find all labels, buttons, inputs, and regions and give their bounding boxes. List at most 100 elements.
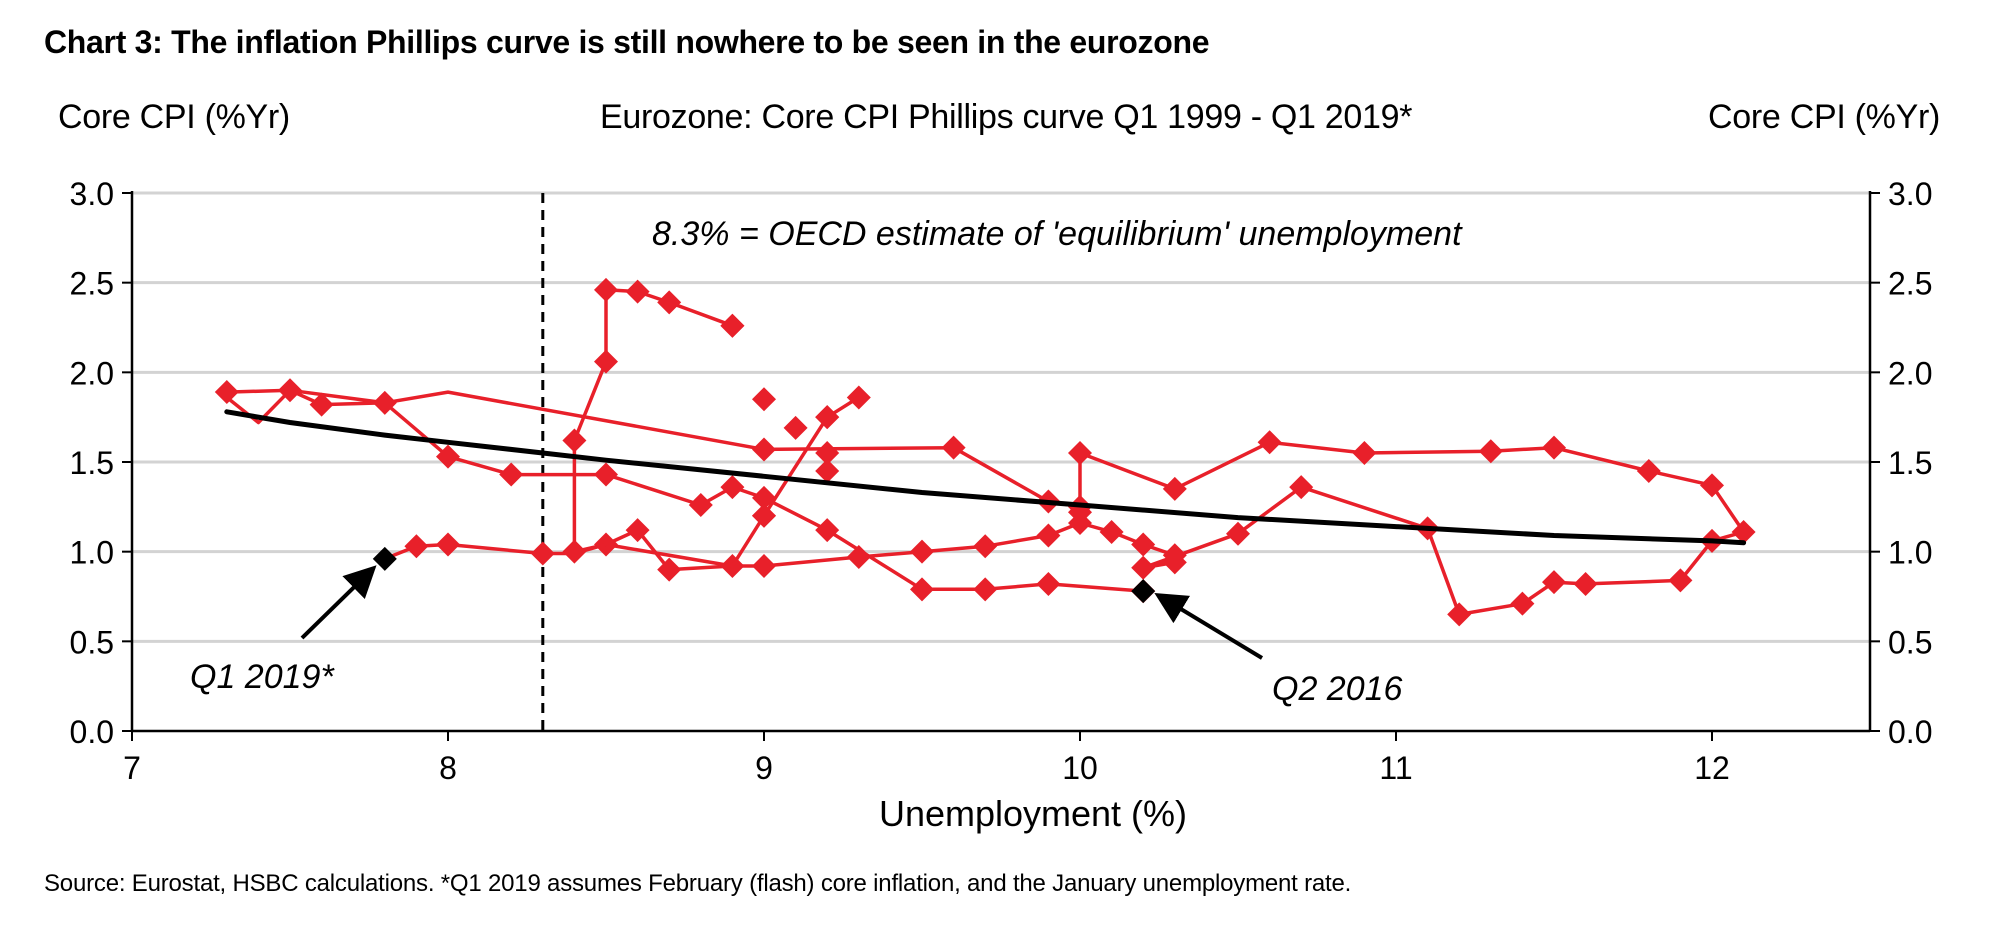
source-note: Source: Eurostat, HSBC calculations. *Q1… [44, 870, 1352, 897]
data-point [1352, 441, 1377, 466]
data-point [278, 378, 302, 403]
data-point [910, 539, 934, 564]
annotation-arrow [1154, 592, 1264, 660]
y-tick-label-right: 0.5 [1888, 624, 1932, 660]
y-tick-label-left: 2.0 [70, 355, 114, 391]
data-point [720, 475, 745, 500]
annotation-label: Q2 2016 [1272, 670, 1403, 708]
data-point [815, 405, 840, 430]
x-tick-label: 12 [1694, 750, 1730, 786]
data-point [1162, 476, 1187, 501]
data-point [720, 313, 745, 338]
data-point [562, 428, 587, 453]
highlight-point [372, 546, 397, 571]
data-point [752, 437, 776, 462]
data-point [1510, 591, 1535, 616]
data-point [625, 279, 650, 304]
chart-subtitle: Eurozone: Core CPI Phillips curve Q1 199… [600, 98, 1413, 136]
y-tick-label-left: 0.0 [70, 714, 114, 750]
data-series [214, 277, 1756, 627]
trend-line [224, 409, 1747, 546]
data-point [1068, 441, 1092, 466]
y-tick-label-left: 1.5 [70, 445, 114, 481]
data-point [436, 532, 460, 557]
x-tick-label: 10 [1062, 750, 1098, 786]
data-point [309, 392, 334, 417]
data-point [1636, 458, 1661, 483]
annotation-arrow [300, 565, 377, 640]
data-point [846, 545, 871, 570]
y-tick-label-right: 2.5 [1888, 266, 1932, 302]
equilibrium-reference-line: 8.3% = OECD estimate of 'equilibrium' un… [541, 193, 1463, 731]
data-point [657, 290, 682, 315]
annotation-label: Q1 2019* [190, 658, 335, 696]
y-tick-label-right: 0.0 [1888, 714, 1932, 750]
series-line [384, 395, 860, 568]
data-point [1731, 519, 1756, 544]
data-point [530, 541, 555, 566]
data-point [1542, 570, 1566, 595]
data-point [815, 458, 840, 483]
y-tick-label-right: 1.5 [1888, 445, 1932, 481]
y-tick-label-left: 1.0 [70, 535, 114, 571]
data-point [1131, 532, 1156, 557]
data-point [783, 415, 808, 440]
y-tick-label-left: 0.5 [70, 624, 114, 660]
y-axis-label-right: Core CPI (%Yr) [1708, 98, 1940, 136]
data-point [1668, 568, 1693, 593]
y-tick-label-left: 2.5 [70, 266, 114, 302]
data-point [1099, 519, 1124, 544]
annotations: Q1 2019* Q2 2016 [190, 565, 1403, 708]
y-tick-label-right: 1.0 [1888, 535, 1932, 571]
x-tick-label: 11 [1379, 750, 1412, 786]
x-axis-label: Unemployment (%) [879, 793, 1187, 834]
data-point [1257, 430, 1282, 455]
data-point [214, 380, 239, 405]
data-point [594, 277, 618, 302]
data-point [372, 390, 397, 415]
data-point [815, 518, 840, 543]
data-point [752, 503, 776, 528]
reference-line-label: 8.3% = OECD estimate of 'equilibrium' un… [652, 215, 1463, 253]
data-point [1700, 473, 1724, 498]
chart-title: Chart 3: The inflation Phillips curve is… [44, 24, 1210, 60]
data-point [499, 462, 524, 487]
data-point [404, 534, 429, 559]
axes: 0.0 0.0 0.5 0.5 1.0 1.0 1.5 1.5 2.0 2.0 2.5 2.5 3.0 3… [70, 176, 1933, 834]
data-point [657, 557, 682, 582]
trend-curve [224, 409, 1747, 546]
data-point [1447, 602, 1472, 627]
highlight-points [372, 546, 1156, 604]
data-point [973, 577, 998, 602]
x-tick-label: 9 [755, 750, 773, 786]
data-point [910, 577, 934, 602]
highlight-point [1131, 579, 1156, 604]
data-point [752, 554, 776, 579]
data-point [1036, 571, 1061, 596]
x-tick-label: 7 [123, 750, 141, 786]
y-tick-label-right: 2.0 [1888, 355, 1932, 391]
y-tick-label-right: 3.0 [1888, 176, 1932, 212]
data-point [1226, 521, 1250, 546]
y-axis-label-left: Core CPI (%Yr) [58, 98, 290, 136]
data-point [1573, 571, 1598, 596]
data-point [594, 349, 618, 374]
gridlines [132, 191, 1870, 643]
data-point [625, 518, 650, 543]
y-tick-label-left: 3.0 [70, 176, 114, 212]
data-point [562, 539, 587, 564]
data-point [1478, 439, 1503, 464]
data-point [752, 387, 776, 412]
data-point [1131, 555, 1156, 580]
x-tick-label: 8 [439, 750, 457, 786]
data-point [688, 493, 713, 518]
data-point [1162, 550, 1187, 575]
data-point [815, 441, 840, 466]
data-point [1289, 475, 1314, 500]
data-point [973, 534, 998, 559]
data-point [436, 444, 460, 469]
data-point [1036, 523, 1061, 548]
data-point [941, 435, 966, 460]
series-line [225, 288, 1746, 617]
